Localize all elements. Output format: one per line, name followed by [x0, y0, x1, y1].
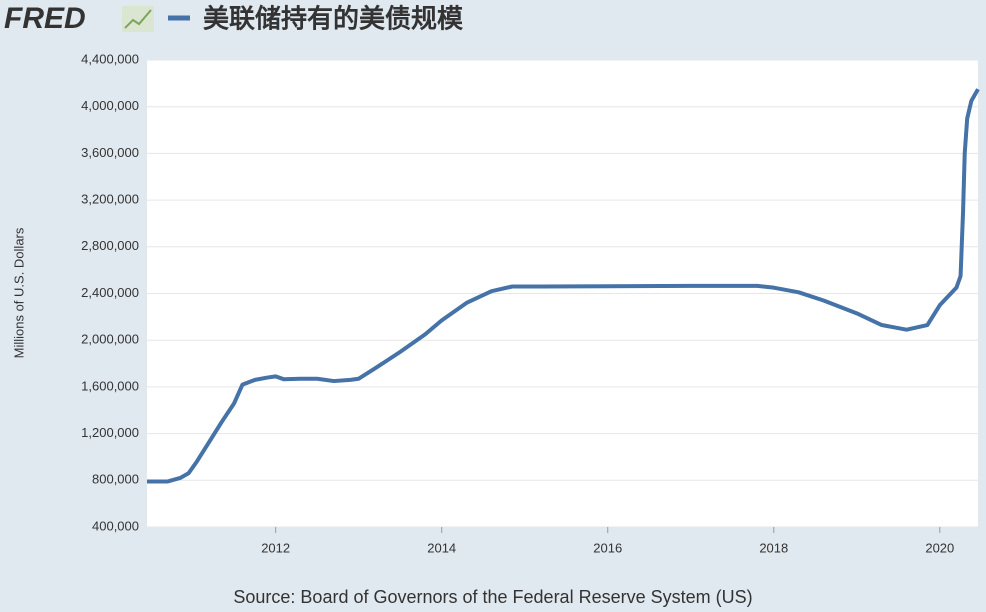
y-tick-label: 3,600,000	[81, 145, 139, 160]
y-tick-label: 800,000	[92, 472, 139, 487]
y-tick-label: 3,200,000	[81, 192, 139, 207]
y-axis-label: Millions of U.S. Dollars	[11, 227, 26, 358]
y-tick-label: 400,000	[92, 518, 139, 533]
logo: FRED	[4, 2, 86, 35]
x-tick-label: 2012	[261, 540, 290, 555]
logo-icon-line	[124, 9, 152, 29]
y-tick-label: 2,800,000	[81, 238, 139, 253]
x-tick-label: 2016	[593, 540, 622, 555]
y-tick-label: 4,000,000	[81, 98, 139, 113]
x-tick-label: 2020	[925, 540, 954, 555]
y-tick-label: 1,600,000	[81, 378, 139, 393]
x-tick-label: 2018	[759, 540, 788, 555]
logo-icon	[122, 6, 154, 32]
y-tick-label: 2,400,000	[81, 285, 139, 300]
source: Source: Board of Governors of the Federa…	[233, 587, 752, 607]
y-tick-label: 4,400,000	[81, 51, 139, 66]
y-tick-label: 2,000,000	[81, 332, 139, 347]
x-tick-label: 2014	[427, 540, 456, 555]
series-line	[147, 88, 980, 484]
y-tick-label: 1,200,000	[81, 425, 139, 440]
logo-icon-box	[122, 6, 154, 32]
legend-title: 美联储持有的美债规模	[203, 4, 464, 35]
